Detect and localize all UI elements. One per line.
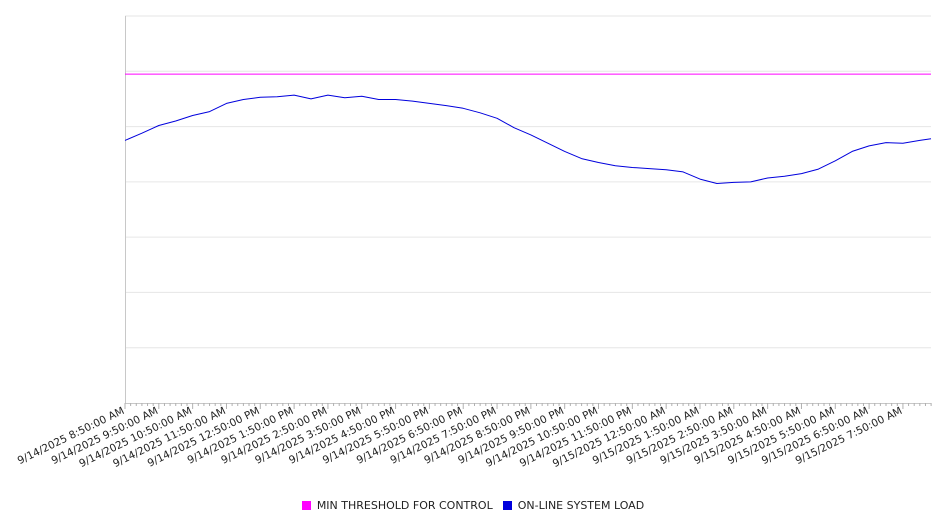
system-load-line bbox=[124, 94, 932, 184]
legend-swatch-load bbox=[502, 501, 512, 510]
chart-canvas: 9/14/2025 8:50:00 AM9/14/2025 9:50:00 AM… bbox=[16, 15, 932, 470]
legend-item-threshold[interactable]: MIN THRESHOLD FOR CONTROL bbox=[301, 499, 493, 512]
legend-swatch-threshold bbox=[301, 501, 311, 510]
legend-label-load: ON-LINE SYSTEM LOAD bbox=[517, 499, 645, 512]
legend: MIN THRESHOLD FOR CONTROL ON-LINE SYSTEM… bbox=[0, 499, 946, 512]
legend-item-load[interactable]: ON-LINE SYSTEM LOAD bbox=[502, 499, 645, 512]
legend-label-threshold: MIN THRESHOLD FOR CONTROL bbox=[316, 499, 493, 512]
axes bbox=[124, 16, 932, 409]
x-axis-tick-labels: 9/14/2025 8:50:00 AM9/14/2025 9:50:00 AM… bbox=[16, 405, 905, 470]
gridlines bbox=[125, 15, 931, 349]
plot-area bbox=[124, 73, 932, 184]
